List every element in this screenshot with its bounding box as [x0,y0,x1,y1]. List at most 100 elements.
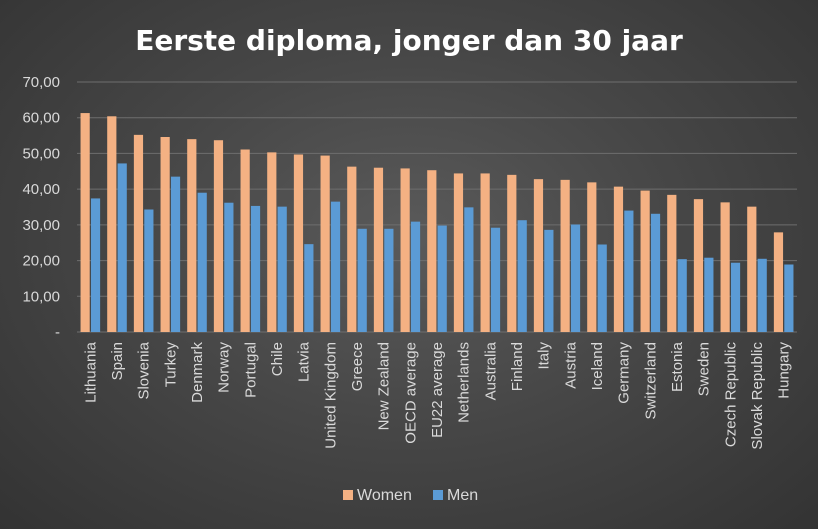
bars [80,113,794,333]
legend: Women Men [343,487,478,504]
x-tick-label: Greece [349,342,366,391]
y-tick-label: 30,00 [22,217,60,234]
y-axis-ticks: - 10,00 20,00 30,00 40,00 50,00 60,00 70,00 [22,74,60,341]
bar-men [677,259,687,332]
y-tick-label: 40,00 [22,181,60,198]
chart-title: Eerste diploma, jonger dan 30 jaar [135,24,683,57]
x-tick-label: Norway [216,342,233,393]
bar-women [693,199,704,332]
bar-women [213,140,224,332]
y-tick-label: 20,00 [22,253,60,270]
bar-men [464,207,474,332]
bar-men [250,205,261,332]
y-tick-label: 70,00 [22,74,60,91]
x-tick-label: Italy [536,342,553,370]
bar-women [293,154,304,332]
bar-women [453,173,464,332]
x-tick-label: Australia [482,341,499,400]
y-tick-label: - [55,324,60,341]
x-tick-label: Switzerland [642,342,659,420]
x-tick-label: Denmark [189,342,206,403]
gridlines [77,81,797,333]
bar-men [330,201,341,332]
bar-women [747,206,757,332]
bar-men [757,258,767,332]
x-tick-label: New Zealand [376,342,393,430]
y-tick-label: 10,00 [22,288,60,305]
x-axis-ticks: Lithuania Spain Slovenia Turkey Denmark Norwa… [82,341,792,449]
y-tick-label: 50,00 [22,145,60,162]
bar-men [517,220,527,332]
bar-men [784,264,794,332]
x-tick-label: Finland [509,342,526,391]
bar-women [320,155,330,332]
bar-women [107,116,117,333]
x-tick-label: Iceland [589,342,606,390]
bar-men [570,224,581,332]
y-tick-label: 60,00 [22,110,60,127]
bar-men [624,210,634,332]
bar-men [544,229,554,332]
x-tick-label: Chile [269,342,286,376]
x-tick-label: Austria [562,341,579,388]
x-tick-label: United Kingdom [322,342,339,449]
bar-women [667,194,677,332]
bar-women [587,182,597,332]
bar-women [720,202,730,332]
x-tick-label: Latvia [296,341,313,382]
bar-men [304,244,314,332]
bar-men [730,262,741,332]
bar-men [410,221,421,332]
bar-women [427,170,437,332]
x-tick-label: Spain [109,342,126,380]
bar-women [133,134,144,332]
bar-men [437,225,447,332]
bar-men [650,213,661,332]
bar-women [240,149,250,332]
bar-women [560,179,570,332]
bar-women [533,179,544,332]
bar-women [160,137,170,332]
bar-women [373,167,384,332]
x-tick-label: Hungary [776,342,793,399]
legend-swatch-women [343,490,353,500]
legend-label-men: Men [447,487,478,504]
x-tick-label: OECD average [402,342,419,444]
bar-women [400,168,410,332]
legend-label-women: Women [357,487,412,504]
bar-men [490,227,501,332]
bar-men [90,198,101,332]
x-tick-label: Turkey [162,342,179,388]
bar-women [507,174,517,332]
bar-men [144,209,154,332]
bar-women [347,166,357,332]
bar-men [704,257,714,332]
x-tick-label: Netherlands [456,342,473,423]
bar-men [224,202,234,332]
bar-men [117,163,127,332]
x-tick-label: Portugal [242,342,259,398]
bar-women [480,173,490,332]
x-tick-label: Estonia [669,341,686,392]
x-tick-label: Czech Republic [722,342,739,448]
x-tick-label: Germany [616,342,633,404]
bar-men [170,176,181,332]
x-tick-label: Sweden [696,342,713,396]
bar-women [80,113,90,332]
bar-women [267,152,277,332]
bar-women [613,186,624,332]
x-tick-label: Lithuania [82,341,99,403]
bar-men [197,192,207,332]
bar-women [773,232,784,332]
bar-men [384,228,394,332]
legend-swatch-men [433,490,443,500]
bar-men [357,228,367,332]
x-tick-label: EU22 average [429,342,446,438]
x-tick-label: Slovak Republic [749,342,766,450]
bar-men [277,206,287,332]
bar-women [640,190,650,332]
bar-men [597,244,607,332]
x-tick-label: Slovenia [136,341,153,399]
